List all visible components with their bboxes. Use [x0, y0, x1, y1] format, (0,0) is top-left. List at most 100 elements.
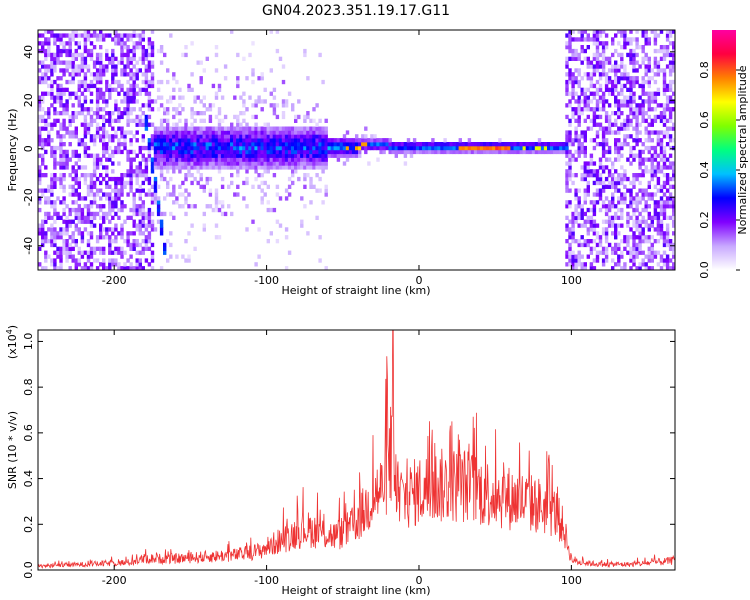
spectrogram-cell — [111, 79, 115, 85]
spectrogram-cell — [339, 153, 344, 158]
spectrogram-cell — [135, 207, 139, 213]
spectrogram-cell — [156, 211, 161, 217]
spectrogram-cell — [56, 134, 60, 139]
spectrogram-cell — [284, 103, 289, 108]
spectrogram-cell — [114, 196, 118, 201]
spectrogram-cell — [604, 118, 609, 123]
spectrogram-cell — [300, 126, 304, 131]
spectrogram-cell — [589, 227, 594, 232]
spectrogram-cell — [150, 266, 155, 270]
spectrogram-cell — [202, 161, 206, 166]
spectrogram-cell — [620, 145, 624, 151]
spectrogram-cell — [614, 122, 618, 127]
spectrogram-cell — [144, 145, 149, 151]
spectrogram-x-label: Height of straight line (km) — [281, 284, 430, 297]
spectrogram-cell — [632, 250, 636, 255]
spectrogram-cell — [537, 149, 542, 155]
spectrogram-cell — [178, 134, 182, 139]
spectrogram-cell — [638, 138, 642, 143]
spectrogram-cell — [150, 134, 155, 139]
spectrogram-cell — [662, 235, 667, 240]
spectrogram-cell — [156, 153, 161, 158]
spectrogram-cell — [126, 122, 130, 127]
spectrogram-cell — [583, 161, 587, 166]
spectrogram-cell — [287, 250, 292, 255]
spectrogram-cell — [665, 235, 670, 240]
spectrogram-cell — [321, 200, 325, 205]
spectrogram-cell — [227, 184, 231, 189]
spectrogram-cell — [217, 169, 222, 174]
spectrogram-cell — [105, 83, 109, 89]
spectrogram-cell — [169, 161, 173, 166]
spectrogram-cell — [153, 176, 158, 182]
spectrogram-cell — [611, 37, 615, 42]
spectrogram-cell — [653, 33, 658, 38]
spectrogram-cell — [547, 149, 551, 155]
spectrogram-cell — [141, 169, 145, 174]
spectrogram-cell — [626, 215, 630, 220]
spectrogram-cell — [607, 56, 612, 61]
spectrogram-cell — [65, 52, 69, 58]
spectrogram-cell — [577, 188, 581, 193]
spectrogram-cell — [178, 111, 182, 116]
spectrogram-cell — [662, 192, 667, 197]
spectrogram-cell — [336, 138, 341, 143]
spectrogram-cell — [583, 200, 587, 205]
spectrogram-cell — [580, 176, 584, 182]
spectrogram-cell — [568, 72, 572, 77]
spectrogram-cell — [59, 180, 63, 186]
spectrogram-cell — [108, 246, 112, 251]
spectrogram-cell — [595, 60, 600, 65]
spectrogram-cell — [105, 111, 109, 116]
spectrogram-cell — [653, 130, 658, 135]
spectrogram-cell — [59, 200, 63, 205]
spectrogram-cell — [644, 254, 648, 259]
spectrogram-cell — [62, 231, 66, 236]
spectrogram-cell — [653, 41, 658, 46]
spectrogram-cell — [38, 196, 42, 201]
spectrogram-cell — [196, 180, 200, 186]
spectrogram-cell — [647, 258, 651, 263]
spectrogram-cell — [260, 200, 264, 205]
spectrogram-cell — [105, 33, 109, 38]
spectrogram-cell — [351, 142, 356, 147]
spectrogram-cell — [62, 91, 66, 96]
spectrogram-cell — [132, 223, 136, 228]
spectrogram-cell — [68, 79, 72, 85]
spectrogram-cell — [617, 145, 621, 151]
spectrogram-cell — [202, 134, 206, 139]
spectrogram-cell — [635, 223, 639, 228]
spectrogram-cell — [202, 149, 206, 155]
spectrogram-cell — [44, 48, 48, 54]
spectrogram-cell — [202, 95, 206, 100]
spectrogram-cell — [595, 33, 600, 38]
spectrogram-cell — [665, 37, 670, 42]
spectrogram-cell — [193, 204, 197, 209]
spectrogram-cell — [586, 173, 590, 178]
spectrogram-cell — [635, 173, 639, 178]
spectrogram-cell — [178, 118, 182, 123]
spectrogram-cell — [540, 145, 545, 151]
spectrogram-cell — [607, 122, 612, 127]
spectrogram-cell — [153, 99, 158, 104]
spectrogram-cell — [92, 215, 97, 220]
spectrogram-cell — [278, 142, 283, 147]
spectrogram-cell — [111, 231, 115, 236]
spectrogram-cell — [108, 266, 112, 270]
spectrogram-cell — [355, 134, 359, 139]
spectrogram-cell — [92, 180, 97, 186]
spectrogram-cell — [47, 91, 51, 96]
spectrogram-cell — [108, 153, 112, 158]
spectrogram-cell — [595, 103, 600, 108]
spectrogram-cell — [617, 176, 621, 182]
spectrogram-cell — [379, 145, 383, 151]
spectrogram-cell — [132, 76, 136, 81]
spectrogram-cell — [284, 138, 289, 143]
spectrogram-cell — [205, 56, 209, 61]
spectrogram-cell — [89, 262, 94, 267]
spectrogram-cell — [245, 153, 249, 158]
spectrogram-cell — [53, 60, 57, 65]
spectrogram-cell — [178, 157, 182, 162]
spectrogram-cell — [422, 149, 426, 155]
spectrogram-cell — [656, 165, 661, 170]
